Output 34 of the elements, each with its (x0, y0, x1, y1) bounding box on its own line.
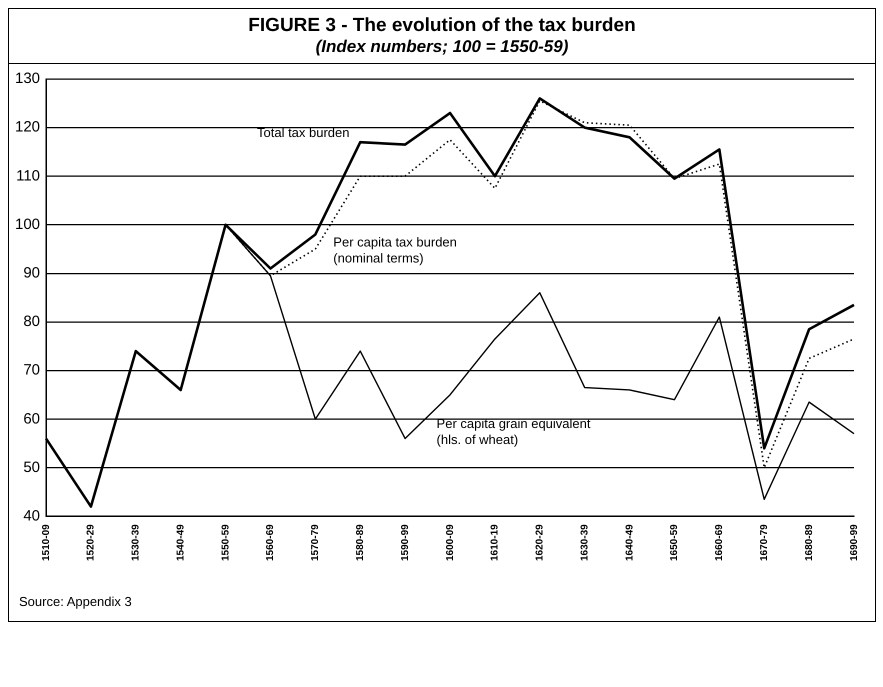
x-tick-label: 1680-89 (804, 524, 815, 562)
y-tick-label: 80 (23, 313, 40, 330)
y-tick-label: 120 (14, 118, 40, 136)
x-tick-label: 1640-49 (624, 524, 636, 562)
x-tick-label: 1600-09 (444, 524, 456, 562)
x-tick-label: 1670-79 (758, 524, 770, 562)
x-tick-label: 1550-59 (220, 524, 232, 562)
y-tick-label: 110 (16, 167, 40, 184)
x-tick-label: 1540-49 (175, 524, 186, 562)
chart-subtitle: (Index numbers; 100 = 1550-59) (314, 37, 570, 57)
y-tick-label: 70 (23, 362, 40, 379)
x-tick-label: 1530-39 (130, 524, 142, 562)
y-tick-label: 100 (14, 216, 40, 233)
chart-title: FIGURE 3 - The evolution of the tax burden (247, 15, 637, 37)
x-tick-label: 1520-29 (86, 524, 97, 562)
x-tick-label: 1660-69 (714, 524, 726, 562)
x-tick-label: 1590-99 (400, 524, 411, 562)
x-tick-label: 1570-79 (310, 524, 322, 562)
x-tick-label: 1610-19 (490, 524, 501, 562)
x-tick-label: 1630-39 (579, 524, 590, 562)
y-tick-label: 60 (23, 410, 40, 428)
x-tick-label: 1650-59 (669, 524, 680, 562)
y-tick-label: 40 (23, 507, 40, 524)
series-label: Per capita tax burden (nominal terms) (333, 234, 457, 266)
y-tick-label: 90 (23, 264, 40, 282)
y-tick-label: 130 (14, 70, 40, 88)
x-tick-label: 1690-99 (848, 524, 860, 562)
x-tick-label: 1620-29 (534, 524, 546, 562)
source-note: Source: Appendix 3 (19, 594, 133, 609)
x-tick-label: 1580-89 (354, 524, 366, 562)
y-tick-label: 50 (23, 458, 40, 476)
x-tick-label: 1510-09 (40, 524, 52, 562)
series-label: Total tax burden (257, 125, 350, 140)
x-tick-label: 1560-69 (265, 524, 276, 562)
